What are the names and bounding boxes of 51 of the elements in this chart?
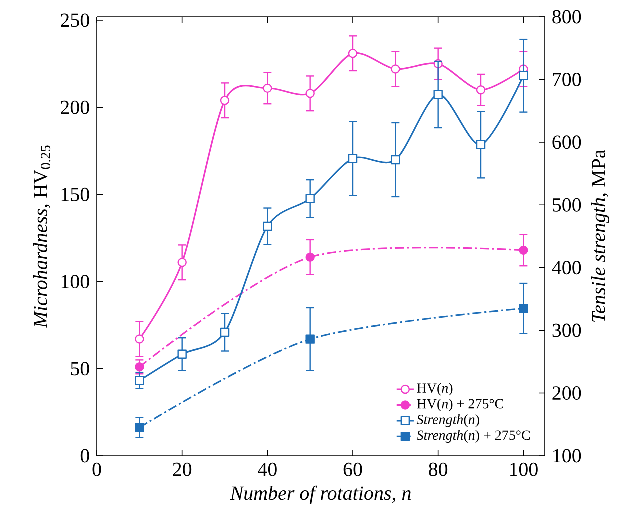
point — [348, 48, 358, 58]
point — [178, 350, 187, 359]
point — [263, 222, 272, 232]
y-tick-label: 100 — [62, 275, 90, 289]
y-tick-label: 150 — [62, 188, 90, 202]
y2-axis-title: Tensile strength, MPa — [591, 150, 610, 322]
point — [220, 328, 230, 338]
point — [348, 154, 358, 164]
point — [220, 96, 230, 106]
y-axis-title: Microhardness, HV$_{0.25}$ — [33, 146, 51, 328]
y-tick-label: 200 — [61, 100, 90, 114]
y2-tick-label: 600 — [552, 136, 582, 150]
y2-tick-label: 200 — [552, 386, 582, 400]
point — [519, 246, 528, 256]
point — [306, 194, 315, 204]
x-tick-label: 20 — [173, 462, 192, 476]
point — [519, 304, 528, 314]
y2-tick-label: 100 — [554, 449, 582, 463]
point — [391, 64, 400, 74]
y2-tick-label: 800 — [552, 10, 582, 24]
point — [306, 334, 315, 344]
point — [434, 90, 443, 100]
y2-tick-label: 400 — [552, 261, 582, 275]
x-tick-label: 60 — [344, 462, 362, 476]
point — [476, 86, 486, 95]
y-tick-label: 0 — [80, 449, 90, 463]
y2-tick-label: 500 — [553, 198, 582, 212]
x-tick-label: 100 — [510, 462, 538, 476]
legend-label: Strength(n) — [416, 414, 480, 428]
point — [263, 84, 272, 94]
point — [519, 71, 528, 81]
point — [306, 252, 315, 262]
y2-tick-label: 300 — [552, 324, 582, 338]
y-tick-label: 250 — [61, 14, 90, 28]
point — [135, 362, 144, 372]
point — [135, 334, 144, 344]
point — [135, 376, 144, 386]
point — [476, 140, 486, 150]
point — [306, 89, 315, 98]
y-tick-label: 50 — [71, 362, 90, 376]
legend-label: HV(n) — [417, 383, 453, 396]
x-tick-label: 0 — [92, 462, 102, 476]
legend-label: HV(n) + 275°C — [417, 398, 504, 412]
x-axis-title: Number of rotations, n — [230, 486, 411, 504]
legend-label: Strength(n) + 275°C — [416, 430, 530, 443]
x-tick-label: 80 — [429, 462, 448, 476]
x-tick-label: 40 — [258, 462, 277, 476]
point — [391, 155, 400, 165]
point — [178, 258, 187, 268]
y2-tick-label: 700 — [553, 72, 582, 86]
point — [135, 423, 144, 432]
